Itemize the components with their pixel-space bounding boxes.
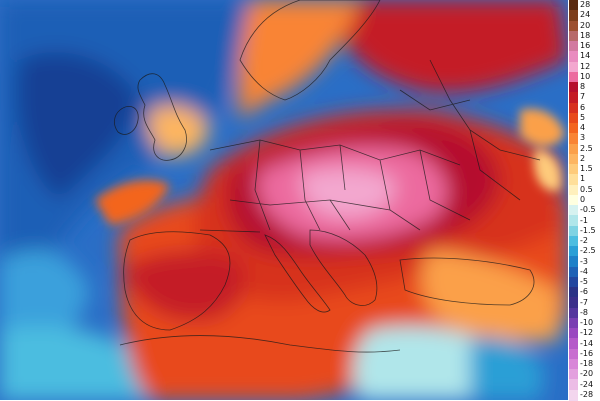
legend-swatch	[569, 389, 578, 401]
legend-label: 20	[580, 20, 591, 30]
legend-label: 4	[580, 123, 586, 133]
legend-swatch	[569, 215, 578, 227]
legend-label: -1.5	[580, 225, 596, 235]
legend-swatch	[569, 317, 578, 329]
legend-swatch	[569, 328, 578, 340]
legend-swatch	[569, 379, 578, 391]
legend-swatch	[569, 51, 578, 63]
legend-label: 8	[580, 82, 586, 92]
legend-swatch	[569, 348, 578, 360]
legend-label: -2	[580, 236, 588, 246]
legend-swatch	[569, 102, 578, 114]
legend-swatch	[569, 256, 578, 268]
legend-label: -2.5	[580, 246, 596, 256]
legend-swatch	[569, 0, 578, 11]
legend-swatch	[569, 112, 578, 124]
legend-label: -0.5	[580, 205, 596, 215]
legend-label: 2	[580, 153, 586, 163]
turkey-outline	[399, 257, 535, 306]
country-borders	[114, 0, 541, 353]
eastern-europe-borders	[399, 59, 541, 201]
legend-swatch	[569, 205, 578, 217]
legend-label: -24	[580, 379, 594, 389]
legend-label: -14	[580, 338, 594, 348]
legend-label: 0	[580, 195, 586, 204]
legend-label: -16	[580, 348, 594, 358]
legend-label: 12	[580, 61, 591, 71]
legend-swatch	[569, 10, 578, 22]
temperature-anomaly-map	[0, 0, 568, 400]
legend-label: -4	[580, 266, 588, 276]
legend-swatch	[569, 338, 578, 350]
legend-label: 5	[580, 112, 586, 122]
legend-label: 3	[580, 133, 586, 143]
legend-swatch	[569, 297, 578, 309]
legend-swatch	[569, 143, 578, 155]
great-britain-outline	[137, 73, 187, 161]
legend-label: -1	[580, 215, 588, 225]
legend-swatch	[569, 358, 578, 370]
legend-label: -10	[580, 318, 594, 328]
legend-swatch	[569, 369, 578, 381]
legend-label: -20	[580, 369, 594, 379]
scandinavia-outline	[239, 0, 381, 101]
color-scale-legend: 28 24 20 18 16 14 12 10 8 7 6 5 4 3 2.5 2 1.5 1 0.5 0 -0.5 -1…	[568, 0, 600, 401]
legend-swatch	[569, 194, 578, 206]
legend-label: -28	[580, 389, 594, 399]
legend-swatch	[569, 225, 578, 237]
legend-label: 10	[580, 71, 591, 81]
legend-label: 16	[580, 41, 591, 51]
legend-label: 1	[580, 174, 586, 184]
anomaly-field	[0, 0, 568, 400]
legend-swatch	[569, 123, 578, 135]
legend-swatch	[569, 133, 578, 145]
legend-swatch	[569, 276, 578, 288]
iberia-outline	[123, 231, 231, 331]
legend-label: -18	[580, 359, 594, 369]
legend-label: -8	[580, 307, 588, 317]
legend-swatch	[569, 153, 578, 165]
legend-swatch	[569, 164, 578, 176]
legend-label: -12	[580, 328, 594, 338]
legend-swatch	[569, 184, 578, 196]
legend-label: 28	[580, 0, 591, 10]
legend-label: 1.5	[580, 164, 593, 174]
legend-swatch	[569, 20, 578, 32]
legend-label: 0.5	[580, 184, 593, 194]
legend-swatch	[569, 92, 578, 104]
legend-label: 14	[580, 51, 591, 61]
north-africa-coast	[119, 335, 401, 353]
legend-swatch	[569, 246, 578, 258]
legend-swatch	[569, 82, 578, 94]
legend-swatch	[569, 235, 578, 247]
legend-label: 24	[580, 10, 591, 20]
legend-swatch	[569, 61, 578, 73]
legend-swatch	[569, 30, 578, 42]
balkans-outline	[309, 229, 378, 306]
legend-label: 18	[580, 30, 591, 40]
central-europe-borders	[199, 139, 471, 233]
legend-swatch	[569, 41, 578, 53]
legend-swatch	[569, 71, 578, 83]
legend-label: 7	[580, 92, 586, 102]
italy-outline	[264, 234, 331, 313]
legend-swatch	[569, 307, 578, 319]
legend-swatch	[569, 266, 578, 278]
legend-label: -5	[580, 277, 588, 287]
legend-swatch	[569, 174, 578, 186]
legend-swatch	[569, 287, 578, 299]
legend-label: -6	[580, 287, 588, 297]
legend-label: 6	[580, 102, 586, 112]
warm-spots	[95, 108, 565, 225]
ireland-outline	[114, 106, 139, 135]
legend-label: -3	[580, 256, 588, 266]
legend-label: 2.5	[580, 143, 593, 153]
legend-label: -7	[580, 297, 588, 307]
